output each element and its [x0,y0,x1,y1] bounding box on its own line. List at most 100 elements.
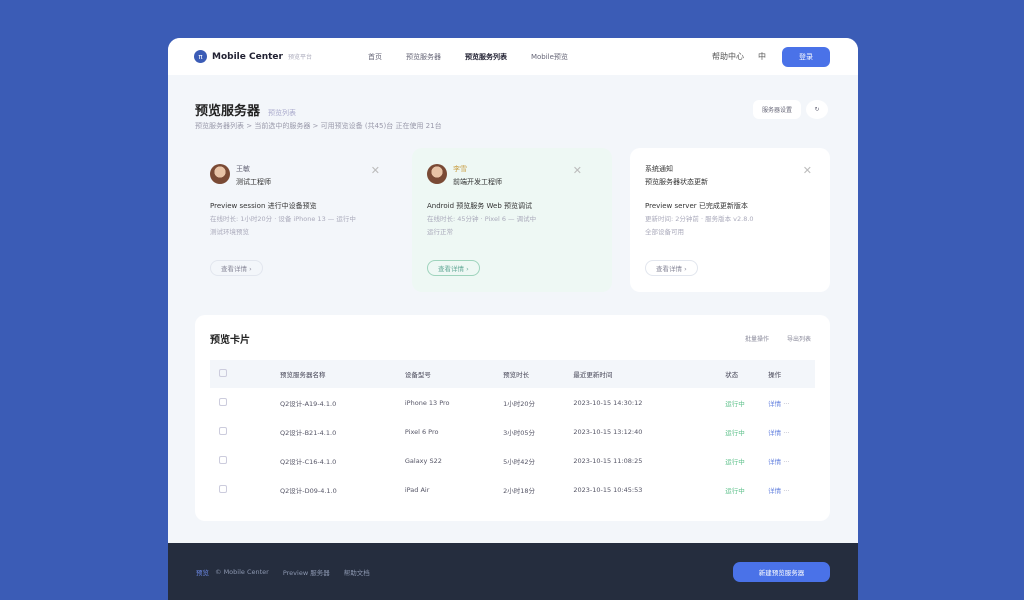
card-role: 预览服务器状态更新 [645,178,708,186]
duration: 1小时20分 [503,399,536,408]
close-icon[interactable]: ✕ [572,164,582,177]
more-icon[interactable]: ··· [783,428,790,437]
card-detail-button[interactable]: 查看详情 › [645,260,698,276]
table-row[interactable]: Q2设计-C16-4.1.0 Galaxy S22 5小时42分 2023-10… [210,446,815,475]
duration: 5小时42分 [503,457,536,466]
col-header: 状态 [725,360,769,388]
row-actions: 详情 ··· [768,388,815,417]
footer-tag: 预览 [196,568,209,577]
login-button[interactable]: 登录 [782,46,830,67]
help-link[interactable]: 帮助中心 [712,52,744,61]
nav-item-active[interactable]: 预览服务列表 [464,52,507,61]
table-title: 预览卡片 [210,335,250,346]
updated-time: 2023-10-15 11:08:25 [573,456,643,465]
table-row[interactable]: Q2设计-A19-4.1.0 iPhone 13 Pro 1小时20分 2023… [210,388,815,417]
detail-link[interactable]: 详情 [768,428,782,437]
card-role: 测试工程师 [236,178,271,186]
more-icon[interactable]: ··· [783,457,790,466]
col-header: 预览时长 [503,360,574,388]
close-icon[interactable]: ✕ [370,164,380,177]
status-badge: 运行中 [725,399,745,408]
server-name: Q2设计-A19-4.1.0 [280,399,337,408]
avatar [427,164,447,184]
page-title: 预览服务器 预览列表 [195,100,296,119]
updated-time: 2023-10-15 13:12:40 [573,427,643,436]
row-actions: 详情 ··· [768,475,815,504]
table-row[interactable]: Q2设计-B21-4.1.0 Pixel 6 Pro 3小时05分 2023-1… [210,417,815,446]
card-name: 系统通知 [645,165,673,173]
card-extra: 测试环境预览 [210,228,249,236]
detail-link[interactable]: 详情 [768,457,782,466]
detail-link[interactable]: 详情 [768,486,782,495]
batch-button[interactable]: 批量操作 [745,336,770,343]
row-checkbox[interactable] [210,475,280,504]
notification-card: 系统通知 预览服务器状态更新 ✕ Preview server 已完成更新版本 … [630,148,830,292]
avatar [210,164,230,184]
card-title: Android 预览服务 Web 预览调试 [427,202,532,210]
app-window: π Mobile Center 预览平台 首页 预览服务器 预览服务列表 Mob… [168,38,858,600]
detail-link[interactable]: 详情 [768,399,782,408]
session-card: 王敏 测试工程师 ✕ Preview session 进行中设备预览 在线时长:… [195,148,410,292]
row-checkbox[interactable] [210,446,280,475]
export-button[interactable]: 导出列表 [787,336,812,343]
updated-time: 2023-10-15 14:30:12 [573,398,643,407]
row-actions: 详情 ··· [768,417,815,446]
title-tag: 预览列表 [268,109,297,117]
row-checkbox[interactable] [210,417,280,446]
card-extra: 运行正常 [427,228,453,236]
breadcrumb: 预览服务器列表 > 当前选中的服务器 > 可用预览设备 (共45)台 正在使用 … [195,122,442,130]
server-name: Q2设计-B21-4.1.0 [280,428,337,437]
nav-item[interactable]: 预览服务器 [405,52,441,61]
card-title: Preview session 进行中设备预览 [210,202,317,210]
new-server-button[interactable]: 新建预览服务器 [733,561,830,582]
device-model: iPad Air [404,485,430,494]
col-header: 设备型号 [404,360,504,388]
server-name: Q2设计-D09-4.1.0 [280,486,337,495]
device-model: Galaxy S22 [404,456,442,465]
brand-name: Mobile Center [212,51,283,62]
close-icon[interactable]: ✕ [802,164,812,177]
card-detail-button[interactable]: 查看详情 › [427,260,480,276]
col-header: 操作 [768,360,815,388]
footer-link[interactable]: 帮助文档 [343,568,370,577]
device-model: iPhone 13 Pro [404,398,450,407]
card-detail-button[interactable]: 查看详情 › [210,260,263,276]
table-header: 预览服务器名称 设备型号 预览时长 最近更新时间 状态 操作 [210,360,815,388]
device-model: Pixel 6 Pro [404,427,439,436]
card-desc: 更新时间: 2分钟前 · 服务版本 v2.8.0 [645,215,754,223]
server-name: Q2设计-C16-4.1.0 [280,457,337,466]
duration: 2小时18分 [503,486,536,495]
updated-time: 2023-10-15 10:45:53 [573,485,643,494]
footer: 预览 © Mobile Center Preview 服务器 帮助文档 新建预览… [168,543,858,600]
card-extra: 全部设备可用 [645,228,684,236]
card-name: 李雪 [453,165,467,173]
more-icon[interactable]: ··· [783,486,790,495]
status-badge: 运行中 [725,457,745,466]
nav-item[interactable]: Mobile预览 [530,52,568,61]
row-actions: 详情 ··· [768,446,815,475]
settings-button[interactable]: 服务器设置 [753,100,801,119]
col-header: 最近更新时间 [573,360,726,388]
nav-item[interactable]: 首页 [367,52,382,61]
card-title: Preview server 已完成更新版本 [645,202,748,210]
row-checkbox[interactable] [210,388,280,417]
card-role: 前端开发工程师 [453,178,502,186]
main-nav: 首页 预览服务器 预览服务列表 Mobile预览 [368,52,568,62]
refresh-icon[interactable]: ↻ [806,100,828,119]
duration: 3小时05分 [503,428,536,437]
logo-icon: π [194,50,207,63]
card-name: 王敏 [236,165,250,173]
top-header: π Mobile Center 预览平台 首页 预览服务器 预览服务列表 Mob… [168,38,858,75]
more-icon[interactable]: ··· [783,399,790,408]
table-row[interactable]: Q2设计-D09-4.1.0 iPad Air 2小时18分 2023-10-1… [210,475,815,504]
col-header: 预览服务器名称 [280,360,405,388]
page-title-text: 预览服务器 [195,104,261,119]
status-badge: 运行中 [725,486,745,495]
card-desc: 在线时长: 45分钟 · Pixel 6 — 调试中 [427,215,537,223]
select-all-checkbox[interactable] [210,360,280,388]
footer-link[interactable]: Preview 服务器 [282,568,330,577]
language-toggle[interactable]: 中 [758,52,766,61]
footer-link[interactable]: © Mobile Center [215,567,269,576]
card-desc: 在线时长: 1小时20分 · 设备 iPhone 13 — 运行中 [210,215,356,223]
status-badge: 运行中 [725,428,745,437]
